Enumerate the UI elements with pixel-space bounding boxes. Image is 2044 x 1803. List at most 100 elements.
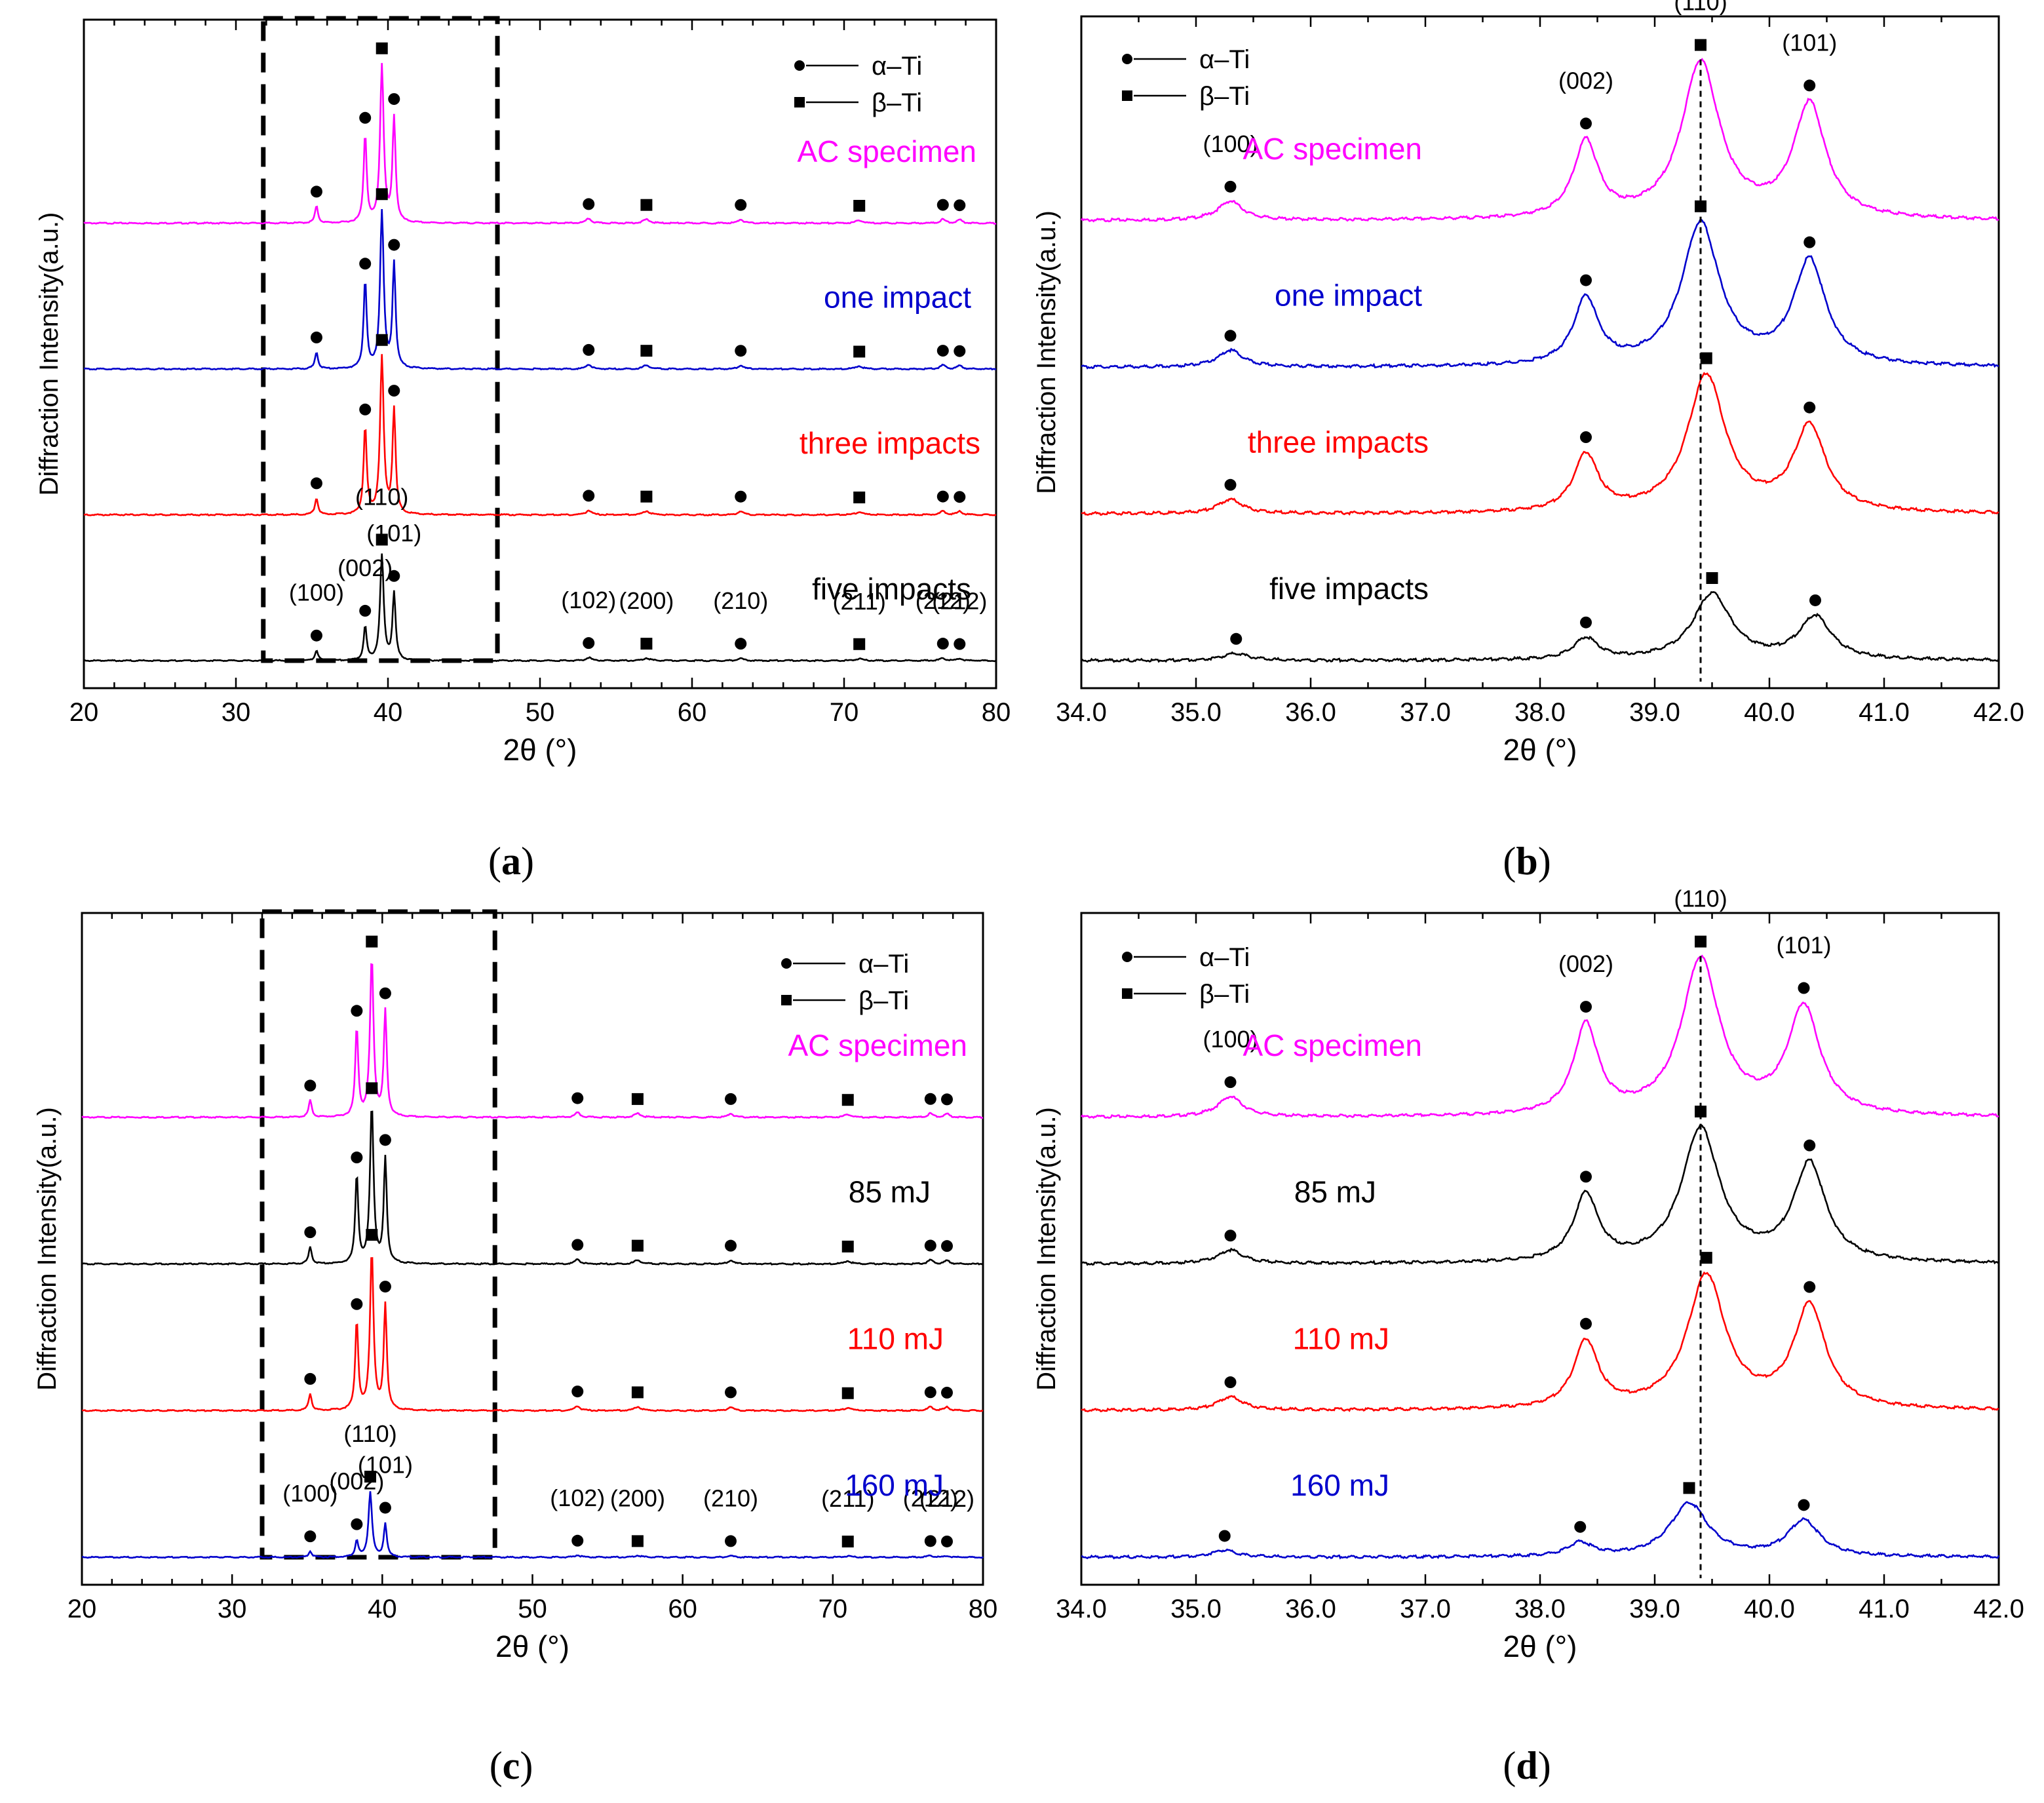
- series-line-ac-specimen: [1080, 58, 1999, 223]
- caption-b: (b): [1503, 840, 1551, 883]
- alpha-ti-peak-marker: [571, 1239, 584, 1251]
- alpha-ti-peak-marker: [725, 1386, 737, 1399]
- x-tick-label: 60: [668, 1595, 697, 1623]
- alpha-ti-peak-marker: [1580, 431, 1592, 444]
- alpha-ti-peak-marker: [388, 570, 400, 582]
- alpha-ti-peak-marker: [571, 1092, 584, 1104]
- x-tick-label: 39.0: [1629, 1595, 1680, 1623]
- x-tick-label: 36.0: [1285, 698, 1336, 727]
- legend-label: β–Ti: [1199, 82, 1250, 111]
- alpha-ti-peak-marker: [924, 1386, 936, 1399]
- alpha-ti-peak-marker: [1224, 330, 1237, 342]
- series-line-ac-specimen: [81, 963, 984, 1119]
- legend-label: α–Ti: [858, 950, 909, 979]
- hkl-label: (212): [932, 588, 987, 615]
- x-axis-label: 2θ (°): [495, 1629, 569, 1663]
- beta-ti-peak-marker: [631, 1239, 644, 1252]
- series-line-ac-specimen: [83, 63, 997, 225]
- x-tick-label: 80: [982, 698, 1011, 727]
- series-line-one-impact: [1081, 218, 1999, 370]
- alpha-ti-peak-marker: [388, 93, 400, 106]
- alpha-ti-peak-marker: [379, 1134, 391, 1146]
- beta-ti-peak-marker: [841, 1094, 854, 1106]
- alpha-ti-peak-marker: [725, 1535, 737, 1547]
- hkl-label: (002): [1558, 950, 1613, 977]
- hkl-label: (102): [561, 587, 616, 613]
- zoom-region-box: [260, 909, 497, 1560]
- alpha-ti-peak-marker: [310, 331, 322, 343]
- beta-ti-peak-marker: [640, 199, 653, 211]
- hkl-label: (211): [821, 1485, 874, 1512]
- series-label: 110 mJ: [847, 1321, 944, 1355]
- alpha-ti-peak-marker: [583, 490, 595, 502]
- x-tick-label: 40.0: [1744, 1595, 1795, 1623]
- alpha-ti-peak-marker: [379, 1502, 391, 1514]
- series-label: five impacts: [812, 572, 971, 606]
- alpha-ti-peak-marker: [1798, 982, 1810, 994]
- alpha-ti-peak-marker: [725, 1239, 737, 1252]
- legend-circle-marker: [1122, 54, 1132, 64]
- alpha-ti-peak-marker: [954, 345, 966, 357]
- beta-ti-peak-marker: [631, 1386, 644, 1399]
- alpha-ti-peak-marker: [936, 345, 949, 357]
- legend-square-marker: [1122, 988, 1132, 999]
- x-tick-label: 40: [368, 1595, 397, 1623]
- alpha-ti-peak-marker: [725, 1093, 737, 1105]
- hkl-label: (100): [1203, 130, 1258, 157]
- plot-group-d: 34.0 35.0 36.0 37.0 38.0 39.0 40.0 41.0 42.0 2θ (…: [1032, 885, 2024, 1663]
- alpha-ti-peak-marker: [583, 198, 595, 210]
- beta-ti-peak-marker: [640, 638, 653, 650]
- alpha-ti-peak-marker: [310, 629, 322, 642]
- alpha-ti-peak-marker: [571, 1386, 584, 1398]
- alpha-ti-peak-marker: [954, 638, 966, 650]
- legend-circle-marker: [794, 60, 805, 71]
- alpha-ti-peak-marker: [359, 258, 372, 270]
- x-tick-label: 42.0: [1973, 1595, 2024, 1623]
- alpha-ti-peak-marker: [388, 239, 400, 251]
- beta-ti-peak-marker: [376, 42, 388, 54]
- beta-ti-peak-marker: [853, 638, 866, 650]
- x-tick-label: 35.0: [1170, 698, 1222, 727]
- legend-label: α–Ti: [872, 52, 922, 81]
- alpha-ti-peak-marker: [304, 1226, 317, 1239]
- x-tick-label: 50: [518, 1595, 547, 1623]
- series-label: 85 mJ: [1294, 1175, 1376, 1209]
- hkl-label: (210): [703, 1484, 758, 1511]
- alpha-ti-peak-marker: [941, 1093, 953, 1106]
- alpha-ti-peak-marker: [379, 1281, 391, 1293]
- series-label: one impact: [1275, 279, 1422, 313]
- alpha-ti-peak-marker: [304, 1079, 317, 1092]
- y-axis-label: Diffraction Intensity(a.u.): [33, 1107, 62, 1391]
- hkl-label: (002): [1558, 67, 1613, 94]
- legend-label: α–Ti: [1199, 45, 1250, 74]
- alpha-ti-peak-marker: [1580, 117, 1592, 130]
- x-tick-label: 30: [218, 1595, 247, 1623]
- beta-ti-peak-marker: [1683, 1482, 1695, 1494]
- alpha-ti-peak-marker: [1580, 1001, 1592, 1013]
- beta-ti-peak-marker: [841, 1387, 854, 1399]
- y-axis-label: Diffraction Intensity(a.u.): [1032, 210, 1061, 494]
- caption-d-letter: d: [1516, 1744, 1538, 1787]
- beta-ti-peak-marker: [366, 1082, 378, 1095]
- beta-ti-peak-marker: [640, 345, 653, 357]
- beta-ti-peak-marker: [640, 490, 653, 503]
- alpha-ti-peak-marker: [1224, 1076, 1237, 1089]
- series-line-110-mj: [1081, 1271, 1999, 1412]
- hkl-label: (110): [1674, 0, 1727, 16]
- x-tick-label: 41.0: [1859, 698, 1910, 727]
- beta-ti-peak-marker: [1706, 572, 1718, 584]
- x-tick-label: 50: [526, 698, 555, 727]
- alpha-ti-peak-marker: [735, 345, 747, 357]
- alpha-ti-peak-marker: [924, 1535, 936, 1547]
- beta-ti-peak-marker: [1700, 1252, 1712, 1264]
- caption-c-letter: c: [502, 1744, 520, 1787]
- hkl-label: (212): [916, 587, 971, 614]
- alpha-ti-peak-marker: [735, 199, 747, 211]
- series-label: AC specimen: [1243, 1028, 1422, 1062]
- alpha-ti-peak-marker: [954, 491, 966, 503]
- legend-square-marker: [781, 995, 792, 1005]
- x-tick-label: 20: [67, 1595, 97, 1623]
- x-tick-label: 35.0: [1170, 1595, 1222, 1623]
